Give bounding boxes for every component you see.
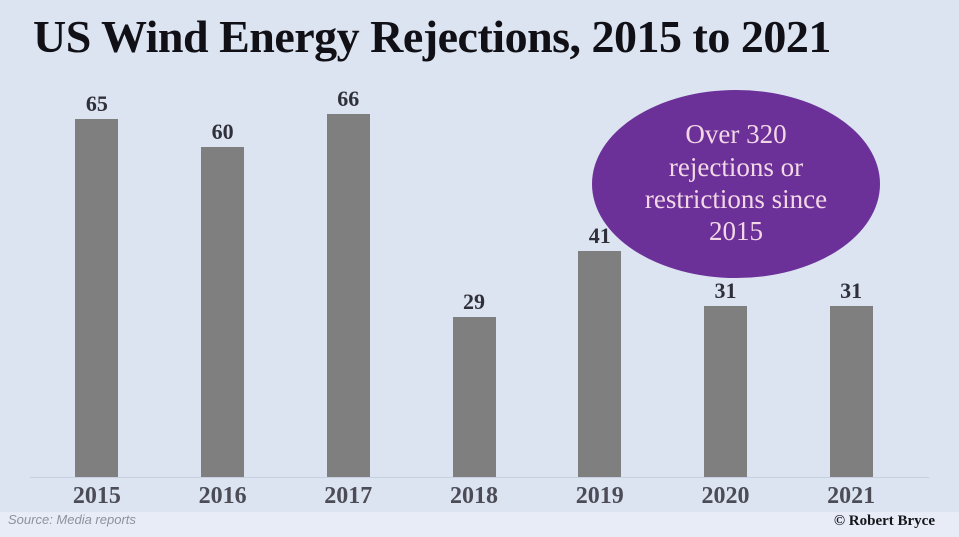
- bar-column-2017: 66: [285, 88, 411, 477]
- x-axis-label-2015: 2015: [72, 483, 121, 509]
- bar-value-label-2018: 29: [463, 289, 486, 314]
- bar-value-label-2017: 66: [337, 86, 360, 111]
- x-axis-label-2017: 2017: [324, 483, 373, 509]
- bar-2019: [578, 251, 622, 477]
- footer-strip: [0, 512, 959, 537]
- bar-value-label-2021: 31: [840, 278, 863, 303]
- x-axis-labels-row: 2015 2016 2017 2018 2019 2020 2021: [34, 483, 914, 509]
- x-axis-label-2020: 2020: [701, 483, 750, 509]
- x-axis-label-2018: 2018: [450, 483, 499, 509]
- bar-column-2021: 31: [788, 280, 914, 477]
- bar-2020: [703, 306, 747, 477]
- bar-2017: [326, 114, 370, 477]
- annotation-ellipse: Over 320 rejections or restrictions sinc…: [592, 90, 880, 278]
- x-axis-label-2021: 2021: [827, 483, 876, 509]
- source-note: Source: Media reports: [8, 512, 136, 527]
- x-axis-label-2019: 2019: [575, 483, 624, 509]
- bar-2021: [829, 306, 873, 477]
- bar-column-2018: 29: [411, 291, 537, 477]
- bar-chart-plot-area: 65 60 66 29 41 31 31: [34, 0, 914, 477]
- bar-value-label-2019: 41: [588, 223, 611, 248]
- bar-column-2015: 65: [34, 93, 160, 477]
- annotation-text: Over 320 rejections or restrictions sinc…: [644, 119, 828, 247]
- bar-column-2016: 60: [160, 121, 286, 477]
- bar-value-label-2020: 31: [714, 278, 737, 303]
- credit-note: © Robert Bryce: [833, 513, 935, 529]
- bar-column-2020: 31: [663, 280, 789, 477]
- bar-value-label-2015: 65: [85, 91, 108, 116]
- bar-value-label-2016: 60: [211, 119, 234, 144]
- x-axis-line: [30, 477, 929, 478]
- page-title: US Wind Energy Rejections, 2015 to 2021: [33, 11, 831, 62]
- bar-2018: [452, 317, 496, 477]
- bar-2016: [201, 147, 245, 477]
- x-axis-label-2016: 2016: [198, 483, 247, 509]
- bar-column-2019: 41: [537, 225, 663, 477]
- bar-2015: [75, 119, 119, 477]
